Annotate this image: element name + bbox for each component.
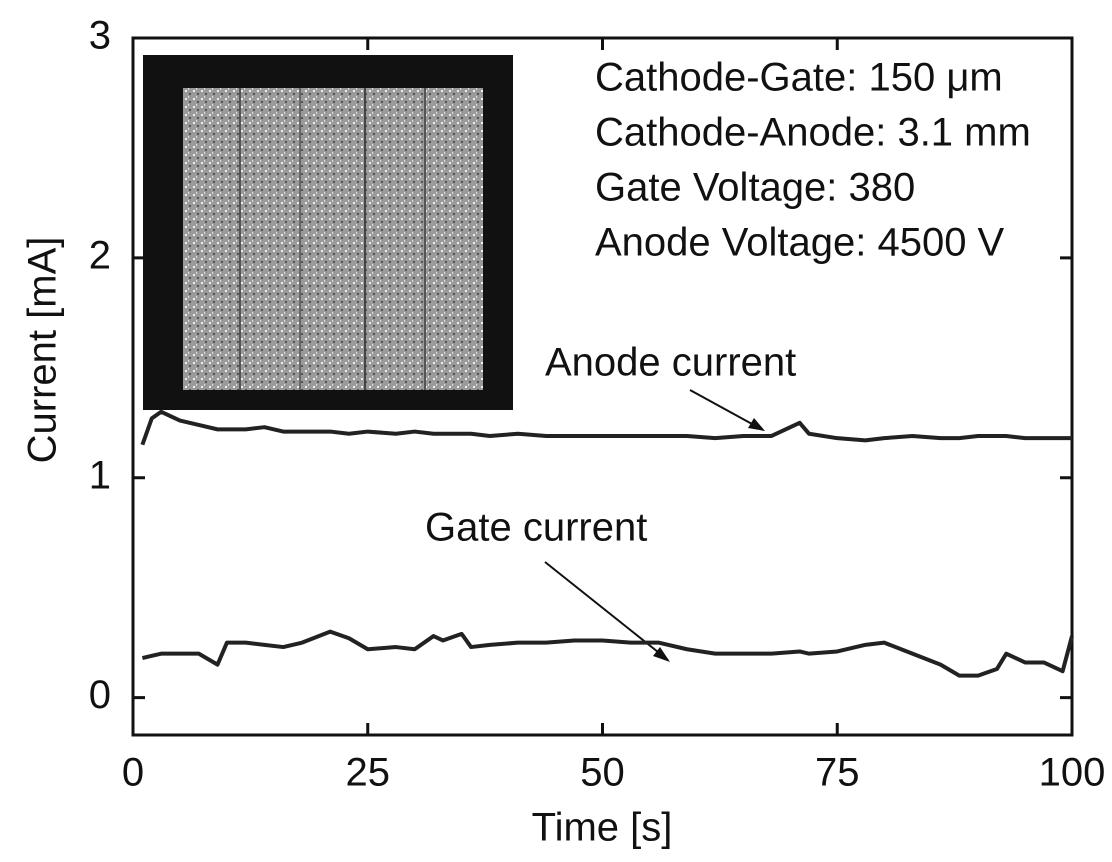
series-label: Anode current bbox=[545, 341, 796, 385]
x-tick-label: 100 bbox=[1039, 751, 1106, 795]
arrow-head bbox=[748, 418, 765, 431]
annotation: Anode Voltage: 4500 V bbox=[595, 221, 1005, 265]
series-line bbox=[141, 629, 1074, 678]
x-tick-label: 75 bbox=[815, 751, 860, 795]
y-axis-label: Current [mA] bbox=[21, 237, 65, 464]
series-label: Gate current bbox=[425, 506, 647, 550]
annotation: Cathode-Gate: 150 μm bbox=[595, 56, 1003, 100]
x-tick-label: 25 bbox=[346, 751, 391, 795]
y-tick-label: 1 bbox=[89, 453, 111, 497]
annotation-arrow bbox=[544, 561, 669, 661]
y-tick-label: 0 bbox=[89, 673, 111, 717]
annotation: Cathode-Anode: 3.1 mm bbox=[595, 111, 1031, 155]
annotation: Gate Voltage: 380 bbox=[595, 166, 915, 210]
x-tick-label: 50 bbox=[580, 751, 625, 795]
x-tick-label: 0 bbox=[122, 751, 144, 795]
y-tick-label: 2 bbox=[89, 233, 111, 277]
arrow-head bbox=[653, 647, 670, 662]
y-tick-label: 3 bbox=[89, 14, 111, 58]
series-line bbox=[140, 409, 1072, 446]
inset-image bbox=[143, 55, 513, 410]
x-axis-label: Time [s] bbox=[532, 806, 673, 850]
